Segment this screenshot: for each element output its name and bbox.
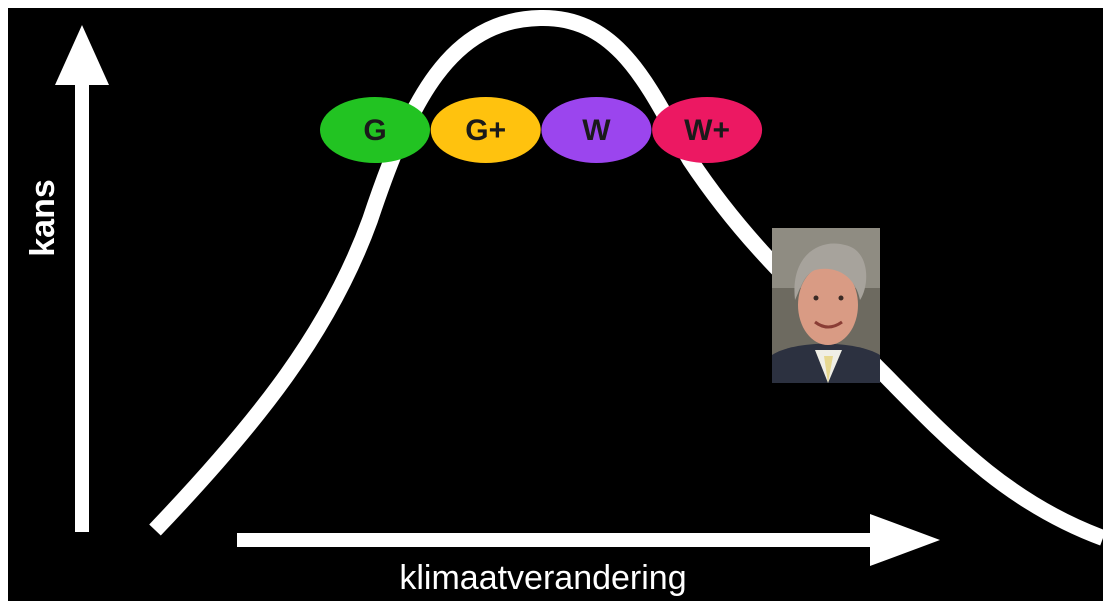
- portrait-photo: [772, 228, 880, 383]
- x-axis-label: klimaatverandering: [399, 559, 686, 597]
- scenario-label: G: [363, 114, 386, 147]
- scenario-label: W+: [684, 114, 730, 147]
- diagram: kans klimaatverandering G G+ W W+: [0, 0, 1103, 609]
- scenario-label: W: [582, 114, 611, 147]
- scenario-label: G+: [465, 114, 506, 147]
- y-axis-label: kans: [24, 179, 62, 257]
